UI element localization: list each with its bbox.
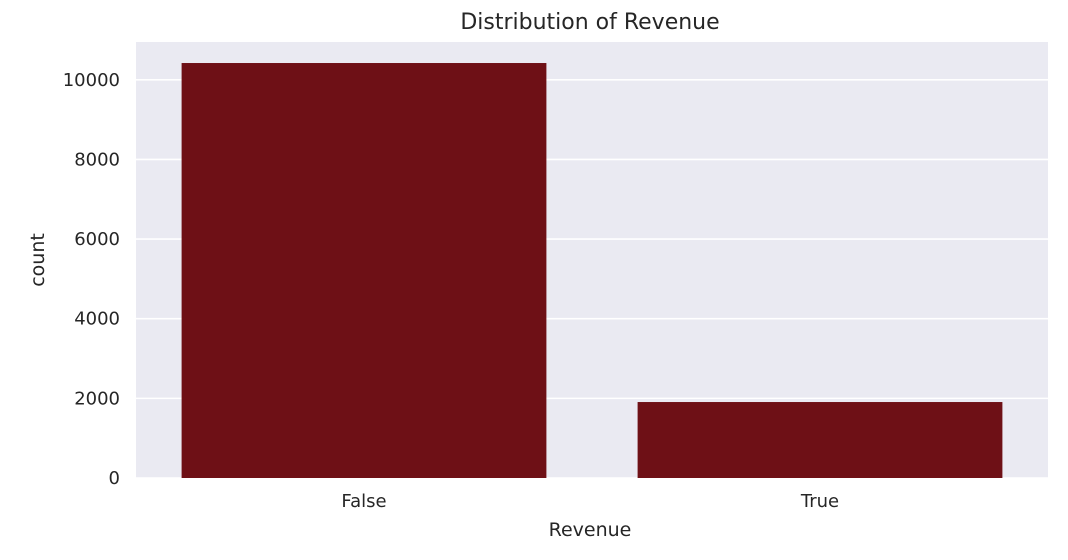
- bar-false: [181, 63, 547, 479]
- chart-title: Distribution of Revenue: [460, 10, 719, 35]
- x-axis-label: Revenue: [549, 519, 632, 541]
- bars: [181, 63, 1003, 479]
- y-tick-label: 4000: [74, 309, 120, 330]
- y-tick-label: 10000: [63, 70, 120, 91]
- y-tick-label: 2000: [74, 388, 120, 409]
- y-tick-label: 8000: [74, 149, 120, 170]
- y-tick-label: 6000: [74, 229, 120, 250]
- y-tick-label: 0: [109, 468, 120, 489]
- y-axis-label: count: [27, 233, 49, 287]
- bar-true: [637, 402, 1003, 478]
- x-tick-labels: False True: [341, 491, 839, 512]
- x-tick-label: False: [341, 491, 386, 512]
- x-tick-label: True: [800, 491, 839, 512]
- y-tick-labels: 0 2000 4000 6000 8000 10000: [63, 70, 120, 489]
